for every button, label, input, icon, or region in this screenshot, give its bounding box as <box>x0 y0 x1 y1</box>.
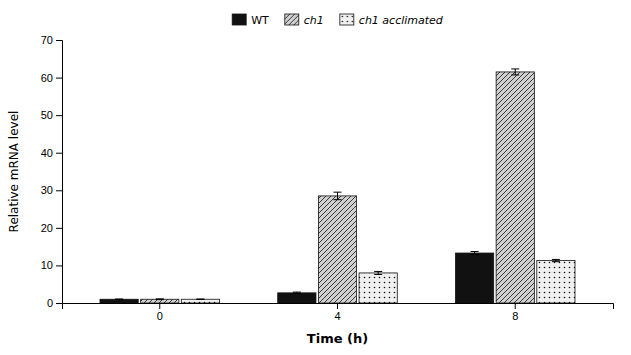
tick-mark <box>56 190 62 191</box>
tick-label: 10 <box>41 259 53 271</box>
legend-swatch <box>285 14 299 25</box>
tick-mark <box>56 265 62 266</box>
error-bar <box>115 299 123 300</box>
tick-label: 0 <box>47 297 53 309</box>
error-bar <box>334 192 342 200</box>
error-bar <box>552 259 560 261</box>
tick-mark <box>515 303 516 309</box>
series <box>141 69 535 303</box>
y-tick: 40 <box>41 147 62 159</box>
bar <box>278 293 316 303</box>
y-tick: 20 <box>41 222 62 234</box>
x-axis: 0 4 8 <box>63 303 614 322</box>
series <box>181 259 575 303</box>
tick-mark <box>56 153 62 154</box>
bar <box>537 261 575 303</box>
legend-swatch <box>232 14 246 25</box>
tick-mark <box>56 115 62 116</box>
y-tick: 60 <box>41 72 62 84</box>
legend-label: WT <box>251 14 269 27</box>
marks <box>100 69 575 303</box>
tick-mark <box>56 228 62 229</box>
bar <box>181 299 219 303</box>
error-bar <box>471 252 479 255</box>
tick-label: 20 <box>41 222 53 234</box>
error-bar <box>156 298 164 300</box>
legend-swatch <box>340 14 354 25</box>
legend-item: WT <box>232 14 269 27</box>
tick-label: 60 <box>41 72 53 84</box>
y-tick: 10 <box>41 259 62 271</box>
tick-label: 70 <box>41 34 53 46</box>
y-tick: 70 <box>41 34 62 46</box>
x-tick: 4 <box>334 303 340 322</box>
tick-mark <box>56 78 62 79</box>
tick-label: 4 <box>334 310 340 322</box>
legend-label: ch1 <box>304 14 324 27</box>
legend-item: ch1 acclimated <box>340 14 444 27</box>
chart: 0 10 20 30 40 50 60 70 0 4 8 Time (h) Relative mRNA … <box>0 0 631 355</box>
legend-label: ch1 acclimated <box>359 14 444 27</box>
tick-label: 8 <box>512 310 518 322</box>
tick-mark <box>159 303 160 309</box>
axis-line <box>63 304 614 310</box>
y-tick: 0 <box>47 297 62 309</box>
y-tick: 50 <box>41 109 62 121</box>
x-tick: 8 <box>512 303 518 322</box>
y-axis: 0 10 20 30 40 50 60 70 <box>41 34 63 309</box>
legend-item: ch1 <box>285 14 324 27</box>
legend: WT ch1 ch1 acclimated <box>232 14 444 27</box>
bar <box>496 72 534 303</box>
y-tick: 30 <box>41 184 62 196</box>
error-bar <box>196 299 204 300</box>
series <box>100 252 494 303</box>
tick-mark <box>337 303 338 309</box>
error-bar <box>374 271 382 274</box>
plot: 0 10 20 30 40 50 60 70 0 4 8 Time (h) Relative mRNA … <box>7 34 614 346</box>
tick-label: 50 <box>41 109 53 121</box>
bar <box>318 196 356 303</box>
tick-mark <box>56 303 62 304</box>
bar <box>359 273 397 303</box>
bar <box>141 299 179 303</box>
bar <box>100 299 138 303</box>
x-axis-title: Time (h) <box>307 331 368 346</box>
bar <box>455 253 493 303</box>
y-axis-title: Relative mRNA level <box>7 111 21 233</box>
tick-label: 0 <box>157 310 163 322</box>
error-bar <box>293 292 301 294</box>
tick-label: 40 <box>41 147 53 159</box>
tick-label: 30 <box>41 184 53 196</box>
error-bar <box>511 69 519 75</box>
x-tick: 0 <box>157 303 163 322</box>
axis-line <box>56 41 63 304</box>
tick-mark <box>56 40 62 41</box>
